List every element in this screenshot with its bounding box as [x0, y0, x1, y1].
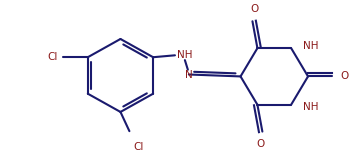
- Text: O: O: [250, 4, 258, 14]
- Text: N: N: [185, 69, 193, 80]
- Text: O: O: [256, 139, 265, 149]
- Text: Cl: Cl: [133, 142, 144, 152]
- Text: NH: NH: [177, 50, 193, 60]
- Text: O: O: [341, 71, 349, 81]
- Text: Cl: Cl: [48, 52, 58, 62]
- Text: NH: NH: [303, 102, 319, 112]
- Text: NH: NH: [303, 41, 319, 51]
